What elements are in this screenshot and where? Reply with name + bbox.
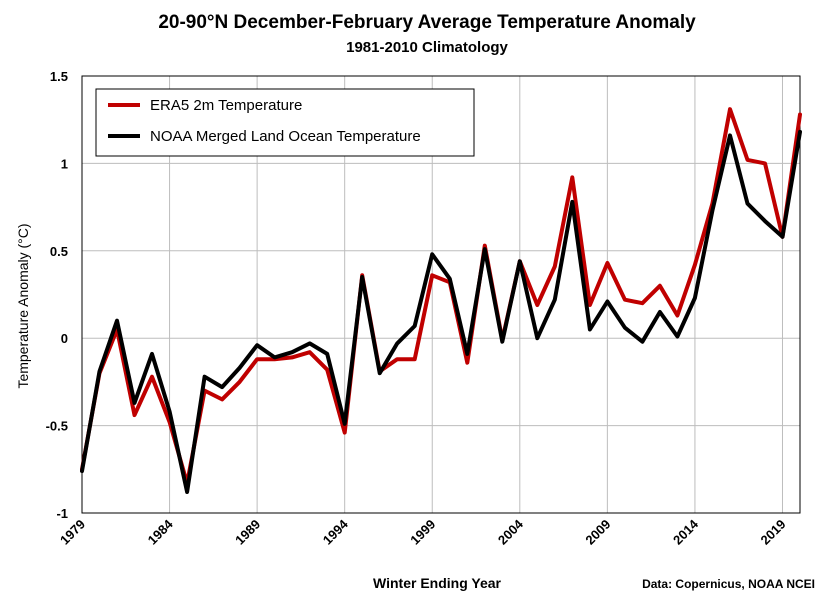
x-tick-label: 2019 [758, 517, 789, 548]
series-line-era5 [80, 107, 802, 486]
x-tick-label: 2014 [670, 516, 702, 548]
y-axis-ticks: -1 -0.5 0 0.5 1 1.5 [46, 69, 68, 521]
y-tick-label: 1 [61, 156, 68, 171]
legend-label-noaa: NOAA Merged Land Ocean Temperature [150, 128, 421, 145]
x-tick-label: 1989 [232, 517, 263, 548]
x-axis-label: Winter Ending Year [373, 575, 502, 591]
x-tick-label: 1984 [145, 516, 177, 548]
legend-label-era5: ERA5 2m Temperature [150, 97, 302, 114]
y-tick-label: 0.5 [50, 244, 68, 259]
series-line-noaa [80, 129, 802, 494]
x-tick-label: 1979 [57, 517, 88, 548]
y-tick-label: -0.5 [46, 419, 68, 434]
legend: ERA5 2m Temperature NOAA Merged Land Oce… [95, 88, 475, 157]
series-layer [80, 107, 802, 494]
chart-subtitle: 1981-2010 Climatology [346, 39, 508, 56]
x-tick-label: 1994 [320, 516, 352, 548]
x-tick-label: 2004 [495, 516, 527, 548]
chart-title: 20-90°N December-February Average Temper… [158, 12, 696, 33]
y-tick-label: 1.5 [50, 69, 68, 84]
legend-box [95, 88, 475, 157]
data-source-note: Data: Copernicus, NOAA NCEI [642, 577, 815, 591]
y-axis-label: Temperature Anomaly (°C) [15, 223, 31, 388]
x-tick-label: 1999 [407, 517, 438, 548]
x-tick-label: 2009 [582, 517, 613, 548]
y-tick-label: 0 [61, 331, 68, 346]
plot-area [81, 75, 801, 514]
x-axis-ticks: 1979 1984 1989 1994 1999 2004 2009 2014 2019 [57, 516, 789, 548]
y-tick-label: -1 [56, 506, 68, 521]
